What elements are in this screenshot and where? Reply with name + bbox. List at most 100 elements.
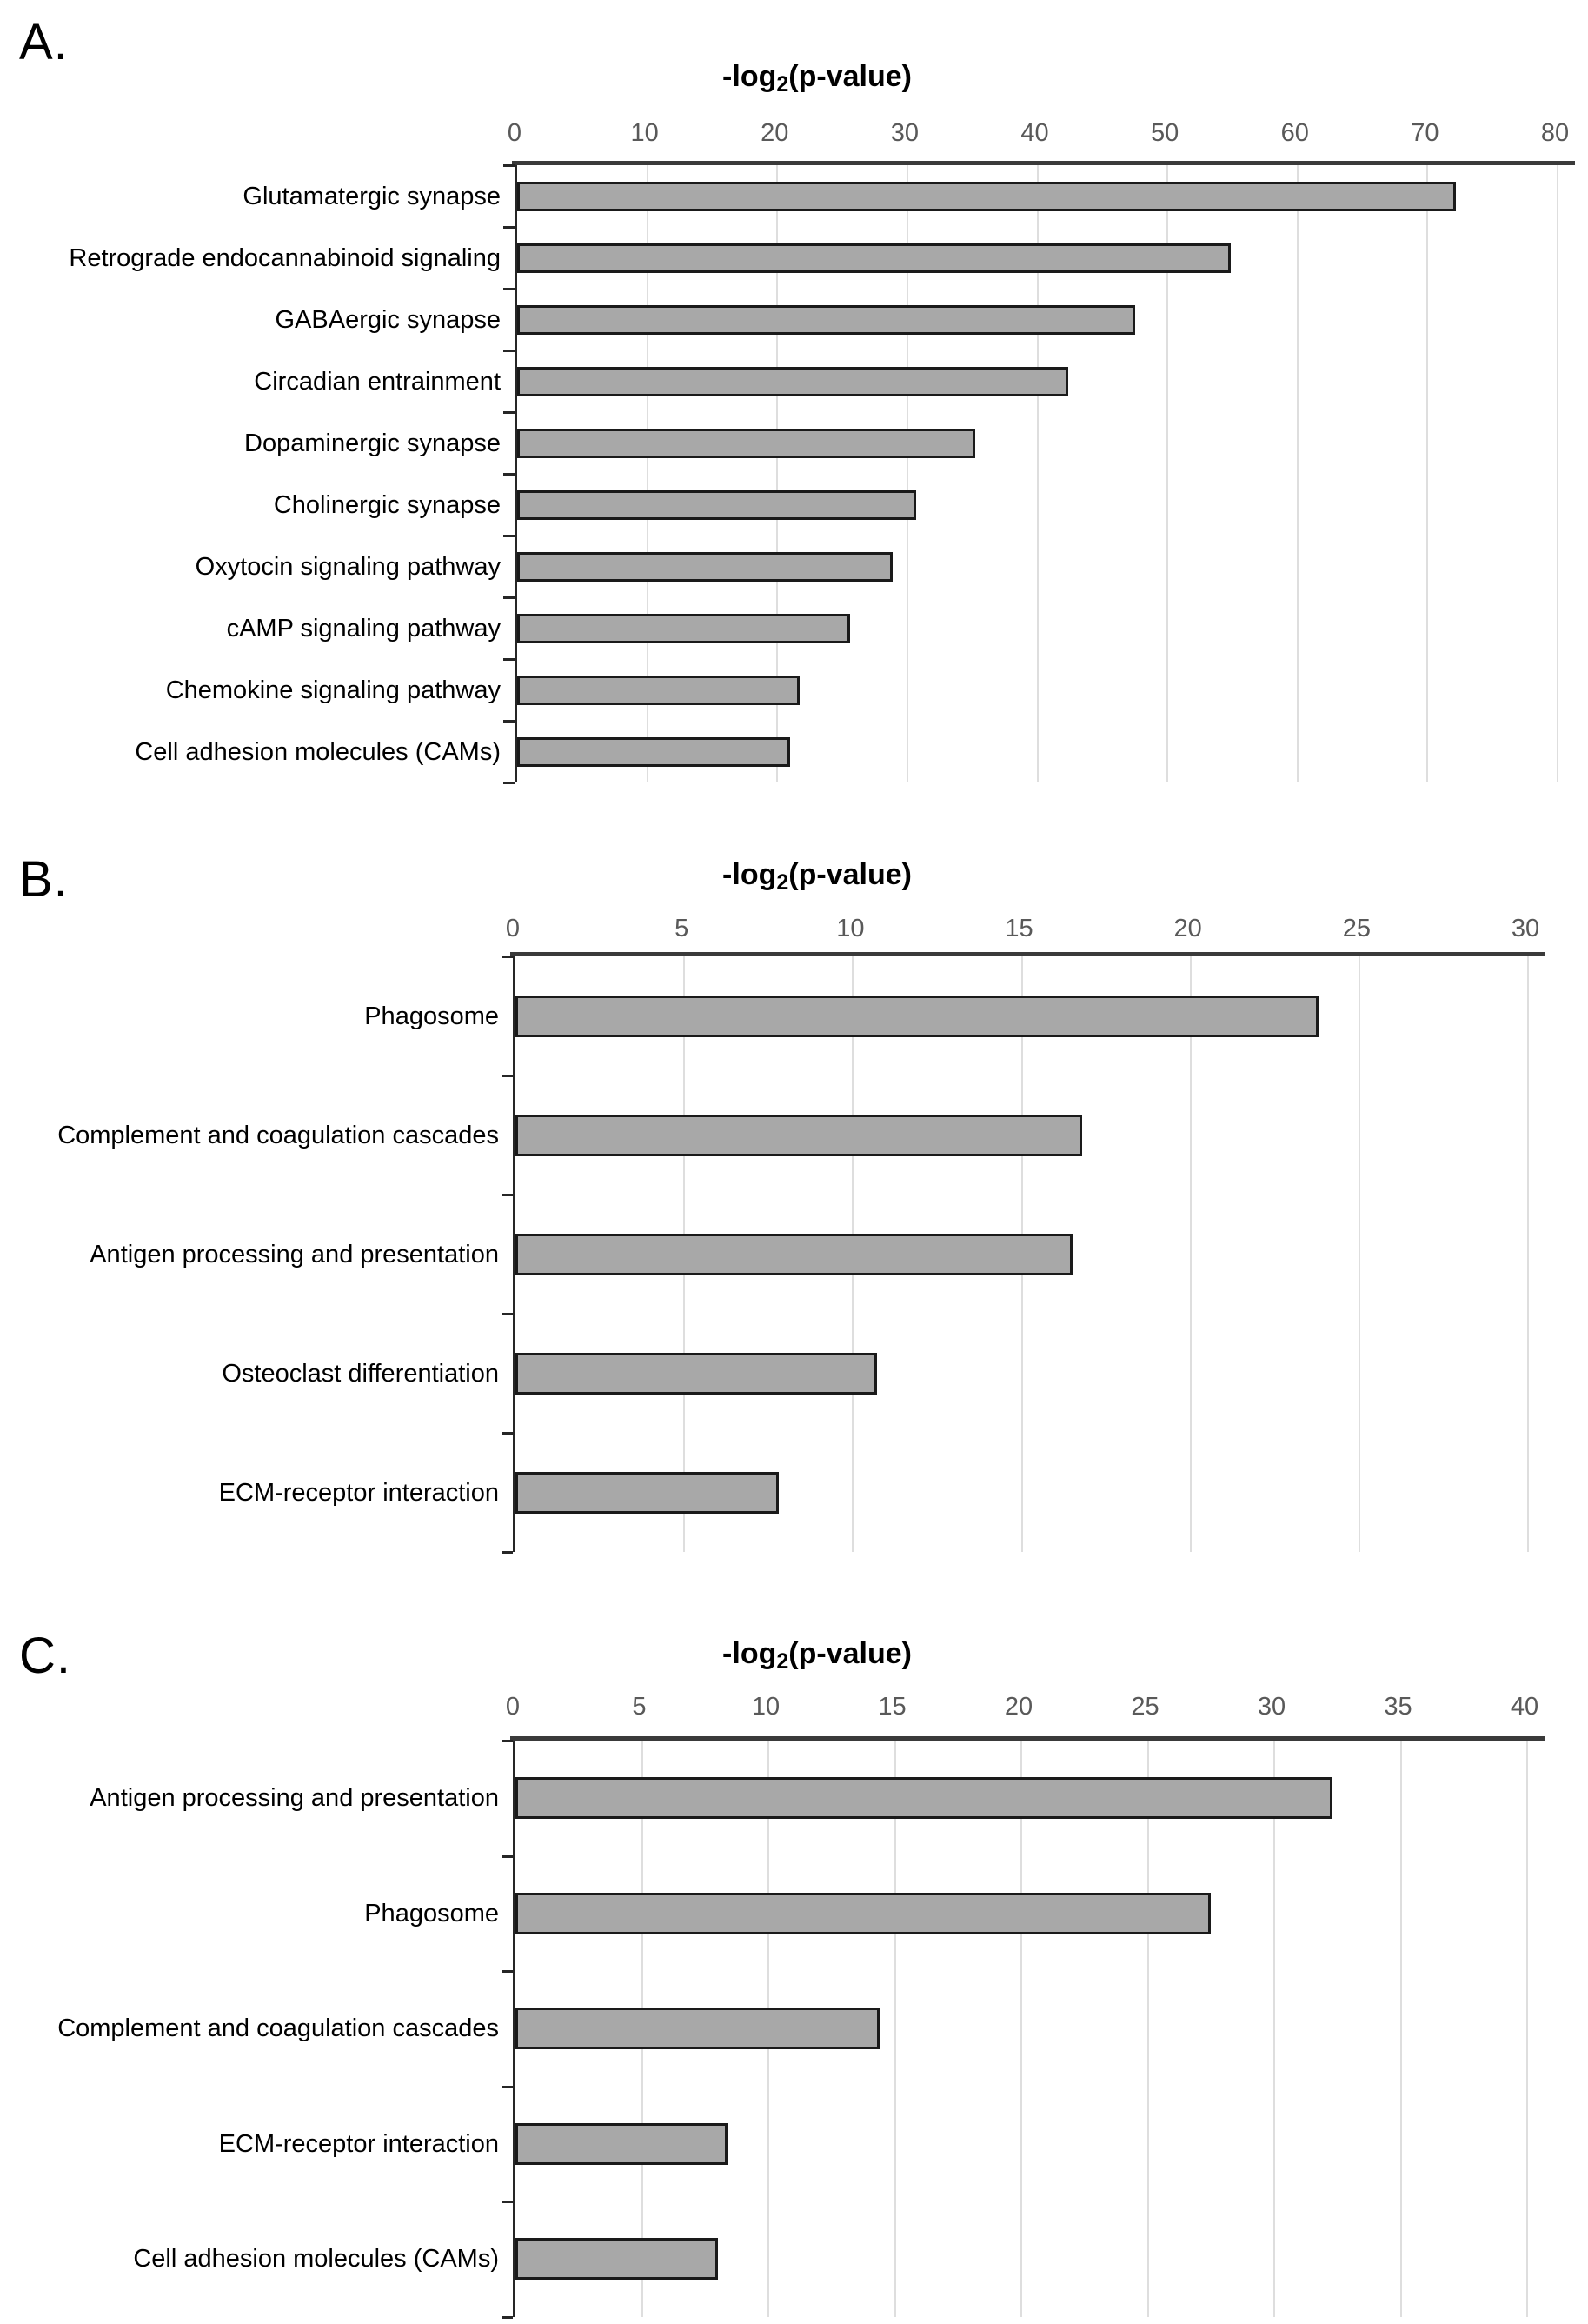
top-axis-line <box>512 161 1575 165</box>
gridline <box>1036 165 1039 782</box>
axis-tick-label: 30 <box>1511 915 1540 942</box>
gridline <box>894 1741 896 2317</box>
panel-b-letter: B. <box>19 851 69 908</box>
category-label: Cholinergic synapse <box>273 490 501 519</box>
top-axis-line <box>510 952 1545 956</box>
gridline <box>1557 165 1558 782</box>
category-axis-tick <box>503 411 515 414</box>
chart-title-prefix: -log <box>722 60 777 93</box>
axis-tick-label: 5 <box>632 1693 647 1721</box>
bar <box>517 181 1457 211</box>
bar <box>517 551 894 582</box>
bar <box>517 428 975 458</box>
bar <box>515 995 1319 1037</box>
category-label: GABAergic synapse <box>275 305 501 334</box>
category-axis-tick <box>503 350 515 352</box>
category-label: Antigen processing and presentation <box>90 1784 499 1813</box>
axis-tick-label: 20 <box>1173 915 1202 942</box>
bar <box>515 2122 728 2165</box>
plot-area <box>503 164 1558 784</box>
axis-tick-label: 30 <box>890 119 919 147</box>
category-label: Complement and coagulation cascades <box>57 1121 499 1149</box>
category-axis-tick <box>503 226 515 229</box>
axis-tick-label: 20 <box>761 119 789 147</box>
axis-tick-label: 15 <box>878 1693 907 1721</box>
bar <box>517 613 851 643</box>
gridline <box>1527 956 1529 1552</box>
category-axis-tick <box>502 1551 513 1554</box>
chart-title-prefix: -log <box>722 858 777 891</box>
bar <box>517 675 800 705</box>
axis-tick-label: 30 <box>1257 1693 1286 1721</box>
plot-area <box>502 1740 1528 2319</box>
category-label: Dopaminergic synapse <box>244 429 501 457</box>
chart-title-subscript: 2 <box>776 1649 789 1674</box>
category-axis-tick <box>503 720 515 723</box>
axis-tick-label: 0 <box>505 915 521 942</box>
bar <box>515 1777 1332 1820</box>
gridline <box>1358 956 1360 1552</box>
category-label: Phagosome <box>364 1899 499 1928</box>
gridline <box>1526 1741 1528 2317</box>
axis-tick-label: 10 <box>751 1693 781 1721</box>
bar <box>515 1233 1073 1275</box>
axis-tick-label: 0 <box>505 1693 521 1721</box>
chart-title: -log2(p-value) <box>52 60 1582 97</box>
category-axis-tick <box>502 1970 513 1973</box>
gridline <box>1166 165 1169 782</box>
category-label: ECM-receptor interaction <box>218 1478 499 1507</box>
axis-tick-label: 25 <box>1342 915 1371 942</box>
bar <box>515 1892 1212 1934</box>
category-label: Glutamatergic synapse <box>243 182 501 210</box>
axis-tick-label: 50 <box>1150 119 1179 147</box>
bar <box>515 1114 1083 1156</box>
category-axis-tick <box>503 164 515 167</box>
category-label: Retrograde endocannabinoid signaling <box>69 243 501 272</box>
gridline <box>1296 165 1299 782</box>
category-label: Complement and coagulation cascades <box>57 2014 499 2043</box>
category-axis-tick <box>503 288 515 290</box>
category-axis-tick <box>502 2085 513 2088</box>
bar <box>517 243 1232 273</box>
gridline <box>1426 165 1429 782</box>
category-axis-tick <box>502 1194 513 1196</box>
bar <box>517 489 917 520</box>
category-axis-tick <box>502 1075 513 1077</box>
gridline <box>1189 956 1192 1552</box>
axis-tick-label: 35 <box>1384 1693 1412 1721</box>
category-axis-tick <box>502 2315 513 2319</box>
panel-c-letter: C. <box>19 1628 71 1684</box>
bar <box>515 1471 779 1514</box>
bar <box>515 1352 877 1395</box>
category-label: Phagosome <box>364 1002 499 1030</box>
chart-title-subscript: 2 <box>776 72 789 97</box>
chart-title: -log2(p-value) <box>52 1637 1582 1675</box>
axis-tick-label: 25 <box>1131 1693 1159 1721</box>
category-axis-tick <box>502 956 513 958</box>
axis-tick-label: 0 <box>507 119 522 147</box>
gridline <box>1399 1741 1402 2317</box>
category-label: Oxytocin signaling pathway <box>195 552 501 581</box>
panel-a-letter: A. <box>19 14 69 70</box>
axis-tick-label: 80 <box>1540 119 1570 147</box>
category-axis-tick <box>502 1740 513 1742</box>
axis-tick-label: 40 <box>1510 1693 1539 1721</box>
category-axis-tick <box>503 658 515 661</box>
chart-title-suffix: (p-value) <box>788 1637 912 1670</box>
bar <box>515 2008 880 2050</box>
axis-tick-label: 60 <box>1280 119 1309 147</box>
axis-tick-label: 10 <box>630 119 659 147</box>
gridline <box>1146 1741 1149 2317</box>
axis-tick-label: 15 <box>1005 915 1033 942</box>
category-axis-tick <box>503 535 515 537</box>
category-label: cAMP signaling pathway <box>226 614 501 643</box>
category-label: Osteoclast differentiation <box>222 1359 499 1388</box>
category-label: Cell adhesion molecules (CAMs) <box>133 2245 499 2274</box>
chart-title-suffix: (p-value) <box>788 60 912 93</box>
plot-area <box>502 956 1529 1554</box>
chart-title-prefix: -log <box>722 1637 777 1670</box>
